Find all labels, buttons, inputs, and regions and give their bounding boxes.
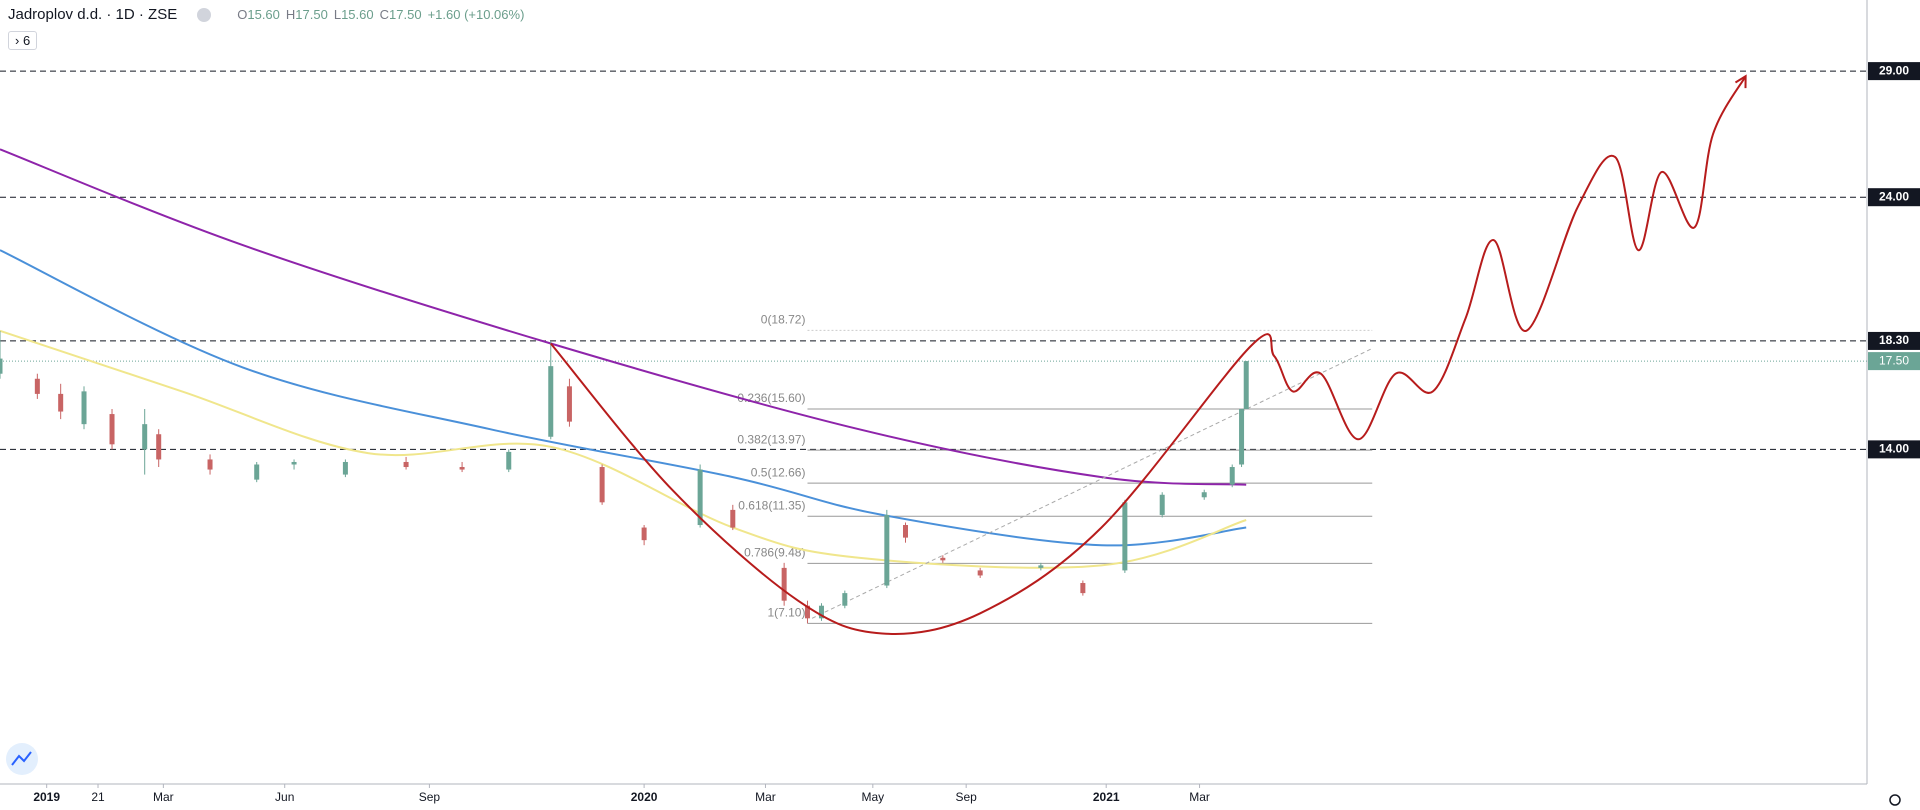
candle-body: [254, 464, 260, 480]
candle-body: [1159, 494, 1165, 515]
candle-body: [940, 557, 946, 561]
ohlc-key: H: [285, 7, 296, 22]
candle-body: [548, 366, 554, 437]
fib-label: 0.786(9.48): [744, 546, 805, 560]
drawing: [549, 75, 1747, 635]
candle-body: [641, 527, 647, 541]
x-tick-label: 2020: [631, 790, 658, 804]
fib-label: 0(18.72): [761, 313, 806, 327]
y-tick-label: 24.00: [1879, 189, 1909, 203]
candle-body: [1122, 502, 1128, 571]
candle-body: [506, 451, 512, 470]
y-tick-label: 18.30: [1879, 333, 1909, 347]
last-price-label: 17.50: [1879, 353, 1909, 367]
x-tick-label: Mar: [153, 790, 174, 804]
candle-body: [1201, 492, 1207, 498]
x-tick-label: Sep: [419, 790, 441, 804]
ohlc-value: 17.50: [295, 7, 328, 22]
moving-average: [0, 329, 1247, 569]
x-tick-label: Jun: [275, 790, 294, 804]
candle-body: [599, 467, 605, 503]
header: Jadroplov d.d. · 1D · ZSE O15.60 H17.50 L1…: [8, 6, 524, 23]
symbol: Jadroplov d.d. · 1D · ZSE: [8, 6, 178, 23]
logo: [6, 743, 38, 775]
change: +1.60 (+10.06%): [427, 7, 525, 22]
candle-body: [1038, 565, 1044, 568]
candle-body: [818, 605, 824, 619]
trendline: [811, 348, 1373, 619]
candle-body: [156, 434, 162, 460]
ohlc-key: L: [333, 7, 342, 22]
candle-body: [207, 459, 213, 470]
fib-label: 0.5(12.66): [751, 465, 806, 479]
candle-body: [142, 424, 148, 450]
ohlc-key: C: [379, 7, 390, 22]
ohlc-value: 15.60: [247, 7, 280, 22]
candle-body: [804, 605, 810, 619]
candle-body: [459, 467, 465, 470]
candle-body: [1243, 361, 1249, 410]
candle-body: [291, 461, 297, 465]
candle-body: [566, 386, 572, 422]
candle-body: [781, 567, 787, 601]
x-tick-label: May: [861, 790, 884, 804]
fib-label: 0.618(11.35): [738, 498, 805, 512]
x-tick-label: Mar: [755, 790, 776, 804]
y-tick-label: 14.00: [1879, 442, 1909, 456]
candle-body: [1229, 467, 1235, 485]
ohlc-item: H17.50: [286, 7, 328, 22]
ohlc-value: 17.50: [389, 7, 422, 22]
arrowhead: [1734, 74, 1747, 89]
fib-label: 0.382(13.97): [737, 432, 805, 446]
candle-body: [697, 469, 703, 526]
price-label-box: [1868, 62, 1920, 81]
moving-average: [0, 249, 1247, 547]
candle-body: [109, 414, 115, 445]
ohlc-value: 15.60: [341, 7, 374, 22]
price-label-box: [1868, 440, 1920, 459]
last-price-box: [1868, 352, 1920, 371]
indicators-toggle[interactable]: › 6: [8, 31, 38, 50]
candle-body: [842, 593, 848, 606]
candle-body: [730, 509, 736, 528]
x-tick-label: Mar: [1189, 790, 1210, 804]
candle-body: [81, 391, 87, 425]
candle-body: [977, 570, 983, 576]
ohlc-item: C17.50: [380, 7, 422, 22]
candle-body: [1239, 409, 1245, 465]
fib-label: 0.236(15.60): [737, 391, 805, 405]
candle-body: [342, 461, 348, 475]
candle-body: [884, 514, 890, 586]
price-label-box: [1868, 188, 1920, 207]
candle-body: [58, 393, 64, 412]
candle-body: [403, 461, 409, 468]
x-tick-label: 2021: [1093, 790, 1120, 804]
settings-icon[interactable]: [1889, 794, 1901, 806]
candle-body: [902, 525, 908, 538]
y-tick-label: 29.00: [1879, 63, 1909, 77]
moving-average: [0, 148, 1247, 486]
ohlc-key: O: [237, 7, 248, 22]
x-tick-label: Sep: [955, 790, 977, 804]
ohlc: O15.60 H17.50 L15.60 C17.50 +1.60 (+10.06%): [237, 7, 524, 22]
candle-body: [34, 378, 40, 394]
x-tick-label: 2019: [33, 790, 60, 804]
price-label-box: [1868, 331, 1920, 350]
fib-label: 1(7.10): [767, 606, 805, 620]
status-dot: [197, 7, 212, 22]
x-tick-label: 21: [91, 790, 105, 804]
ohlc-item: O15.60: [237, 7, 280, 22]
candle-body: [0, 358, 3, 374]
indicator-count: 6: [22, 33, 31, 48]
candle-body: [1080, 583, 1086, 594]
ohlc-item: L15.60: [334, 7, 374, 22]
